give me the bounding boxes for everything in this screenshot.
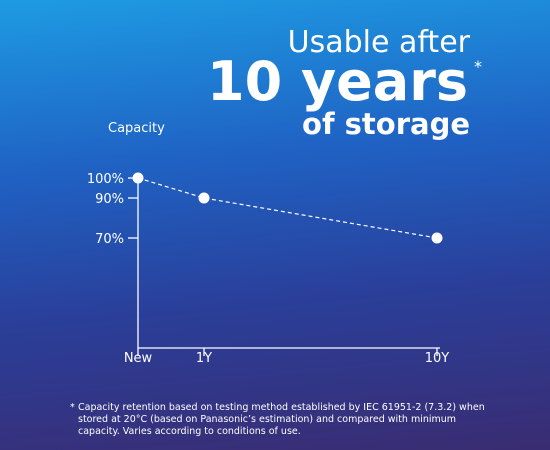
data-point bbox=[431, 232, 443, 244]
y-tick-label: 100% bbox=[87, 172, 124, 187]
title-marker: * bbox=[474, 57, 482, 76]
data-point bbox=[198, 192, 210, 204]
x-tick-label: 10Y bbox=[425, 351, 450, 366]
data-line bbox=[137, 177, 438, 239]
title-prefix: Usable after bbox=[288, 25, 471, 60]
chart-title: 10 years bbox=[207, 50, 468, 113]
title-suffix: of storage bbox=[302, 107, 470, 141]
footnote: * Capacity retention based on testing me… bbox=[70, 402, 490, 438]
footnote-marker: * bbox=[70, 402, 75, 413]
data-point bbox=[132, 172, 144, 184]
x-tick-label: 1Y bbox=[196, 351, 212, 366]
y-tick-label: 70% bbox=[95, 232, 124, 247]
x-tick-label: New bbox=[124, 351, 153, 366]
y-tick-label: 90% bbox=[95, 192, 124, 207]
y-axis-label: Capacity bbox=[108, 121, 165, 136]
footnote-text: Capacity retention based on testing meth… bbox=[78, 402, 485, 437]
